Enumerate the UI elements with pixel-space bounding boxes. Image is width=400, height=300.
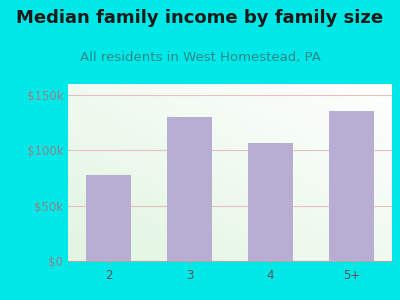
Text: Median family income by family size: Median family income by family size xyxy=(16,9,384,27)
Bar xyxy=(329,110,374,261)
Bar xyxy=(167,117,212,261)
Bar xyxy=(248,142,293,261)
Bar xyxy=(86,175,131,261)
Text: All residents in West Homestead, PA: All residents in West Homestead, PA xyxy=(80,51,320,64)
